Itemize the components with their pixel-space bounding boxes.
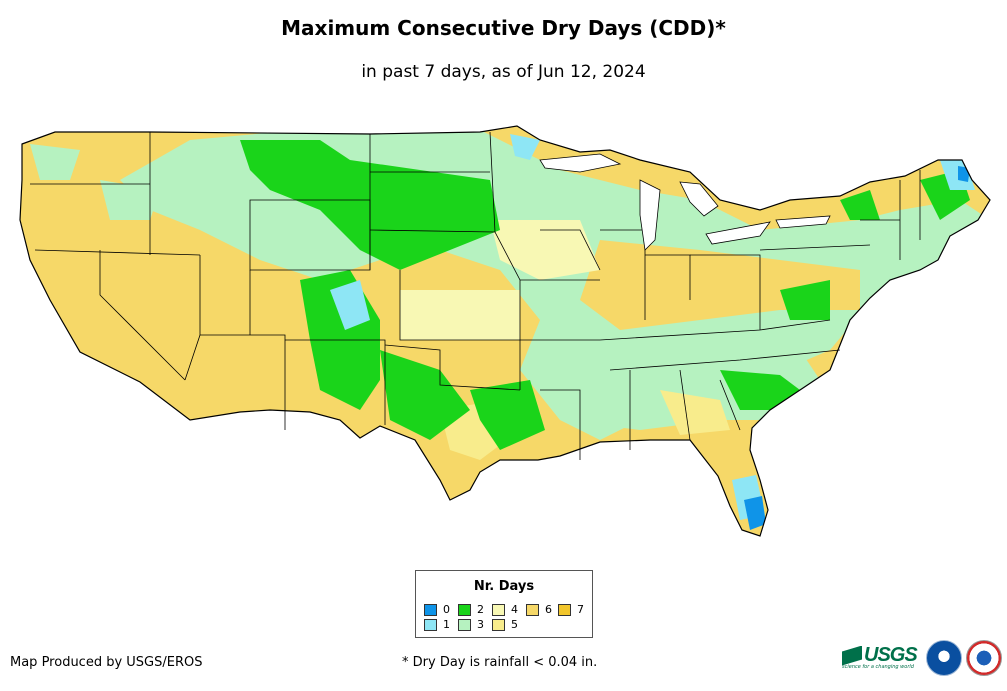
legend-label: 5 bbox=[511, 618, 518, 631]
usgs-logo: USGS bbox=[842, 644, 918, 667]
usgs-wave-icon bbox=[842, 645, 862, 666]
map-title: Maximum Consecutive Dry Days (CDD)* bbox=[281, 16, 726, 40]
legend-swatch bbox=[458, 603, 471, 616]
legend: Nr. Days 0 1 2 3 4 5 6 7 bbox=[415, 570, 593, 638]
noaa-logo-icon bbox=[926, 640, 962, 676]
legend-item-3: 3 bbox=[458, 618, 484, 631]
map-subtitle: in past 7 days, as of Jun 12, 2024 bbox=[361, 62, 646, 82]
legend-item-1: 1 bbox=[424, 618, 450, 631]
dry-day-footnote: * Dry Day is rainfall < 0.04 in. bbox=[402, 655, 598, 670]
us-dry-days-map bbox=[19, 125, 991, 537]
legend-label: 1 bbox=[443, 618, 450, 631]
nws-logo-icon bbox=[966, 640, 1002, 676]
legend-swatch bbox=[558, 603, 571, 616]
agency-logos: USGS science for a changing world bbox=[842, 640, 1002, 680]
us-outline bbox=[19, 125, 991, 537]
legend-swatch bbox=[492, 603, 505, 616]
legend-swatch bbox=[458, 618, 471, 631]
legend-label: 7 bbox=[577, 603, 584, 616]
legend-item-7: 7 bbox=[558, 603, 584, 616]
legend-label: 4 bbox=[511, 603, 518, 616]
legend-label: 0 bbox=[443, 603, 450, 616]
legend-item-6: 6 bbox=[526, 603, 552, 616]
usgs-tagline: science for a changing world bbox=[842, 664, 914, 670]
legend-item-2: 2 bbox=[458, 603, 484, 616]
legend-label: 6 bbox=[545, 603, 552, 616]
legend-swatch bbox=[526, 603, 539, 616]
usgs-logo-text: USGS bbox=[864, 644, 918, 666]
dry-days-shading bbox=[20, 126, 990, 536]
legend-item-5: 5 bbox=[492, 618, 518, 631]
legend-item-4: 4 bbox=[492, 603, 518, 616]
legend-label: 3 bbox=[477, 618, 484, 631]
state-boundaries bbox=[30, 131, 921, 460]
legend-title: Nr. Days bbox=[473, 579, 535, 594]
legend-label: 2 bbox=[477, 603, 484, 616]
great-lakes bbox=[539, 153, 831, 251]
legend-swatch bbox=[424, 603, 437, 616]
legend-item-0: 0 bbox=[424, 603, 450, 616]
map-credit: Map Produced by USGS/EROS bbox=[10, 655, 203, 670]
legend-swatch bbox=[424, 618, 437, 631]
legend-swatch bbox=[492, 618, 505, 631]
